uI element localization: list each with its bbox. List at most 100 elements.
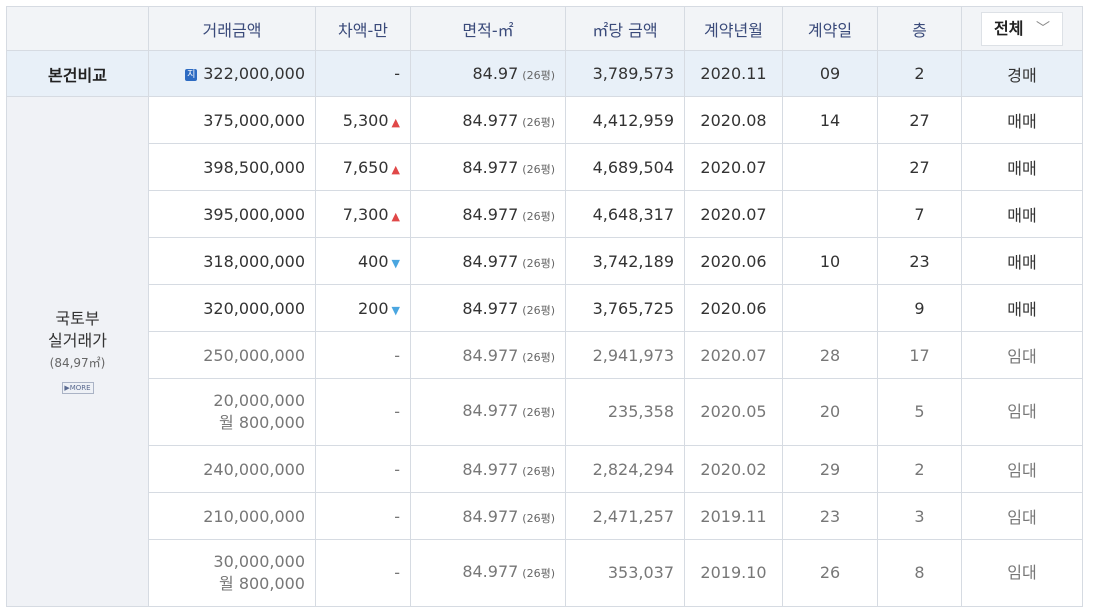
chevron-down-icon: ﹀ — [1036, 20, 1050, 37]
area-pyeong: (26평) — [522, 115, 555, 129]
price-diff: - — [394, 345, 400, 365]
diff-cell: - — [315, 378, 411, 446]
contract-month: 2019.11 — [684, 492, 783, 540]
transaction-table: 거래금액 차액-만 면적-㎡ ㎡당 금액 계약년월 계약일 층 전체 ﹀ 본건비… — [6, 6, 1083, 607]
floor: 27 — [877, 143, 962, 191]
table-row: 240,000,000 - 84.977 (26평) 2,824,294 2020… — [7, 445, 1083, 493]
contract-day — [782, 284, 878, 332]
contract-month: 2020.06 — [684, 284, 783, 332]
header-contract-day: 계약일 — [782, 6, 878, 51]
price-diff: - — [394, 563, 400, 582]
area-pyeong: (26평) — [522, 406, 555, 419]
contract-month: 2020.07 — [684, 331, 783, 379]
diff-cell: - — [315, 331, 411, 379]
header-area: 면적-㎡ — [410, 6, 566, 51]
contract-day: 26 — [782, 539, 878, 607]
floor: 3 — [877, 492, 962, 540]
price-diff: - — [394, 459, 400, 479]
per-m2: 235,358 — [565, 378, 685, 446]
floor: 8 — [877, 539, 962, 607]
source-label-line1: 국토부 — [55, 308, 100, 328]
price: 20,000,000 — [213, 391, 305, 410]
more-button[interactable]: ▶MORE — [61, 381, 94, 394]
contract-day: 28 — [782, 331, 878, 379]
diff-cell: 7,650 ▲ — [315, 143, 411, 191]
area-m2: 84.977 — [462, 459, 519, 479]
area-cell: 84.977 (26평) — [410, 96, 566, 144]
area-cell: 84.977 (26평) — [410, 143, 566, 191]
area-cell: 84.977 (26평) — [410, 492, 566, 540]
area-m2: 84.977 — [462, 157, 519, 177]
table-row: 395,000,000 7,300 ▲ 84.977 (26평) 4,648,317… — [7, 190, 1083, 238]
subject-type: 경매 — [961, 50, 1083, 97]
floor: 23 — [877, 237, 962, 285]
area-pyeong: (26평) — [522, 511, 555, 525]
price: 375,000,000 — [203, 110, 305, 130]
header-price: 거래금액 — [148, 6, 316, 51]
trade-type: 매매 — [961, 237, 1083, 285]
contract-day — [782, 190, 878, 238]
monthly-rent: 월 800,000 — [219, 413, 305, 432]
header-corner — [6, 6, 149, 51]
floor: 5 — [877, 378, 962, 446]
price: 320,000,000 — [203, 298, 305, 318]
area-cell: 84.977 (26평) — [410, 378, 566, 446]
area-m2: 84.977 — [462, 401, 519, 420]
floor: 27 — [877, 96, 962, 144]
source-area: (84,97㎡) — [49, 355, 106, 370]
subject-area: 84.97 — [472, 64, 519, 83]
area-pyeong: (26평) — [522, 303, 555, 317]
price-cell: 320,000,000 — [148, 284, 316, 332]
area-pyeong: (26평) — [522, 256, 555, 270]
price-cell: 398,500,000 — [148, 143, 316, 191]
table-row: 30,000,000 월 800,000 - 84.977 (26평) 353,0… — [7, 539, 1083, 607]
contract-day: 14 — [782, 96, 878, 144]
area-cell: 84.977 (26평) — [410, 190, 566, 238]
header-contract-month: 계약년월 — [684, 6, 783, 51]
contract-month: 2020.07 — [684, 190, 783, 238]
price: 250,000,000 — [203, 345, 305, 365]
per-m2: 3,742,189 — [565, 237, 685, 285]
trend-arrow-icon: ▼ — [391, 256, 400, 270]
trade-list: 국토부 실거래가 (84,97㎡) ▶MORE 375,000,000 5,300 ▲ … — [6, 96, 1083, 607]
header-per-m2: ㎡당 금액 — [565, 6, 685, 51]
per-m2: 2,824,294 — [565, 445, 685, 493]
price: 318,000,000 — [203, 251, 305, 271]
trend-arrow-icon: ▼ — [391, 303, 400, 317]
contract-month: 2019.10 — [684, 539, 783, 607]
area-m2: 84.977 — [462, 251, 519, 271]
table-row: 318,000,000 400 ▼ 84.977 (26평) 3,742,189 2… — [7, 237, 1083, 285]
price-diff: 7,300 — [342, 204, 389, 224]
contract-day — [782, 143, 878, 191]
diff-cell: 200 ▼ — [315, 284, 411, 332]
header-filter-cell: 전체 ﹀ — [961, 6, 1083, 51]
trade-type: 임대 — [961, 539, 1083, 607]
per-m2: 3,765,725 — [565, 284, 685, 332]
trend-arrow-icon: ▲ — [391, 162, 400, 176]
type-filter-dropdown[interactable]: 전체 ﹀ — [981, 11, 1063, 46]
land-badge-icon: 지 — [185, 69, 198, 81]
monthly-rent: 월 800,000 — [219, 574, 305, 593]
per-m2: 2,471,257 — [565, 492, 685, 540]
price: 210,000,000 — [203, 506, 305, 526]
price: 240,000,000 — [203, 459, 305, 479]
table-row: 398,500,000 7,650 ▲ 84.977 (26평) 4,689,504… — [7, 143, 1083, 191]
per-m2: 4,412,959 — [565, 96, 685, 144]
header-diff: 차액-만 — [315, 6, 411, 51]
contract-month: 2020.02 — [684, 445, 783, 493]
area-cell: 84.977 (26평) — [410, 237, 566, 285]
diff-cell: 7,300 ▲ — [315, 190, 411, 238]
area-cell: 84.977 (26평) — [410, 331, 566, 379]
price-cell: 395,000,000 — [148, 190, 316, 238]
table-header: 거래금액 차액-만 면적-㎡ ㎡당 금액 계약년월 계약일 층 전체 ﹀ — [6, 6, 1083, 51]
area-m2: 84.977 — [462, 562, 519, 581]
contract-day: 29 — [782, 445, 878, 493]
subject-area-cell: 84.97 (26평) — [410, 50, 566, 97]
contract-month: 2020.05 — [684, 378, 783, 446]
subject-floor: 2 — [877, 50, 962, 97]
source-group-label: 국토부 실거래가 (84,97㎡) ▶MORE — [6, 96, 149, 607]
contract-day: 23 — [782, 492, 878, 540]
area-pyeong: (26평) — [522, 464, 555, 478]
area-cell: 84.977 (26평) — [410, 539, 566, 607]
subject-price-cell: 지 322,000,000 — [148, 50, 316, 97]
